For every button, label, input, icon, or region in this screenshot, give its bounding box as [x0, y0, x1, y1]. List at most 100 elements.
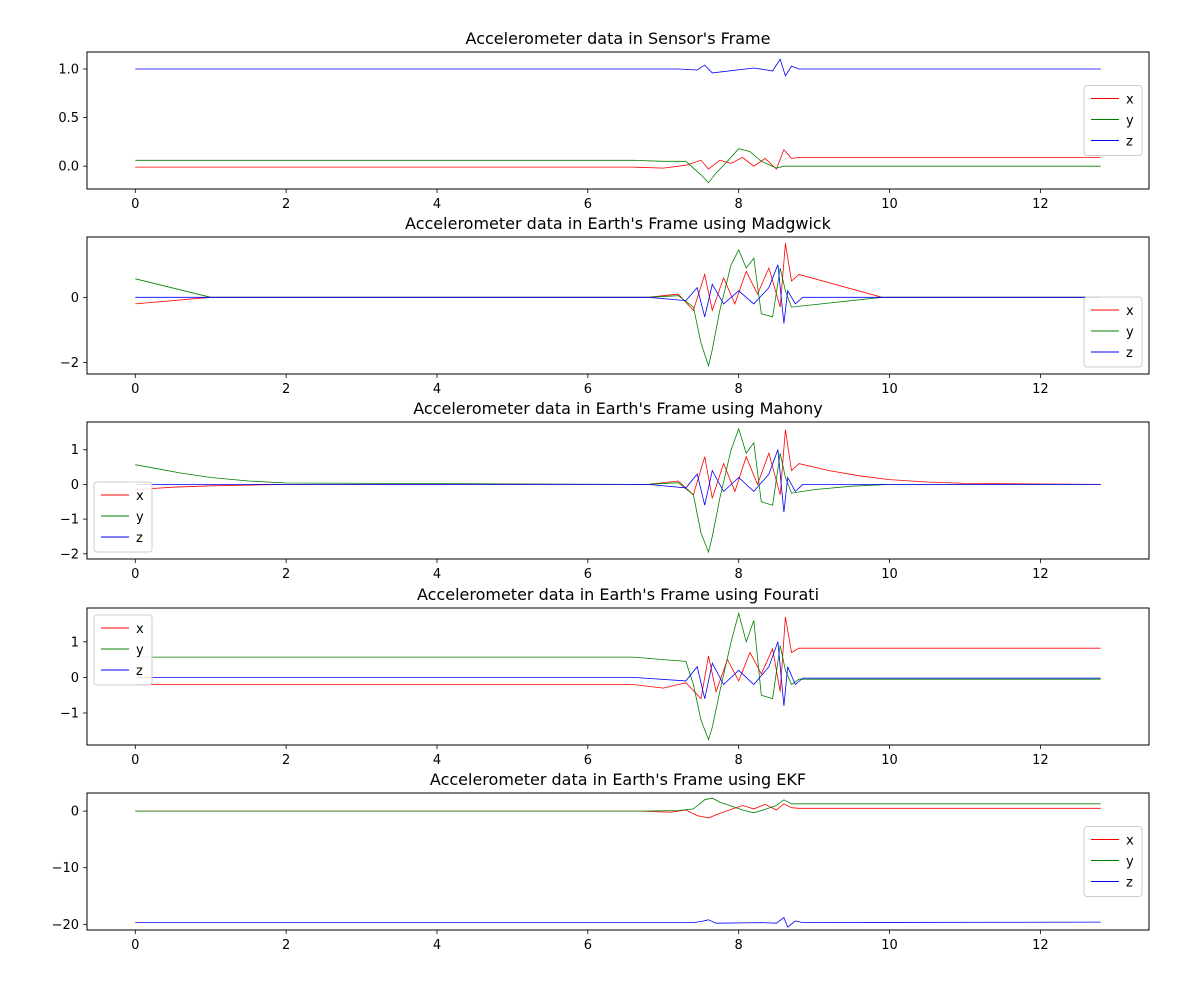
subplot-2: Accelerometer data in Earth's Frame usin… [60, 214, 1150, 397]
subplot-5: Accelerometer data in Earth's Frame usin… [52, 770, 1150, 953]
legend-label-x: x [1126, 304, 1134, 319]
series-line-x [135, 243, 1101, 312]
x-tick-label: 2 [282, 382, 290, 397]
y-tick-label: 1.0 [58, 63, 79, 78]
x-tick-label: 12 [1032, 197, 1049, 212]
legend-label-y: y [1126, 325, 1134, 340]
x-tick-label: 6 [584, 753, 592, 768]
x-tick-label: 12 [1032, 753, 1049, 768]
x-tick-label: 0 [131, 567, 139, 582]
legend-label-z: z [136, 531, 143, 546]
x-tick-label: 4 [433, 382, 441, 397]
series-line-z [135, 916, 1101, 928]
subplot-title: Accelerometer data in Sensor's Frame [466, 29, 771, 48]
axes-frame [86, 607, 1150, 746]
legend-box [1083, 85, 1143, 156]
series-line-z [135, 641, 1101, 706]
subplot-title: Accelerometer data in Earth's Frame usin… [417, 585, 819, 604]
x-tick-label: 4 [433, 567, 441, 582]
y-tick-label: −1 [60, 513, 79, 528]
y-tick-label: 0 [71, 291, 79, 306]
legend-box [1083, 296, 1143, 368]
x-tick-label: 2 [282, 938, 290, 953]
axes-frame [86, 792, 1150, 931]
x-tick-label: 8 [735, 753, 743, 768]
legend: xyz [93, 614, 153, 686]
y-tick-label: 1 [71, 443, 79, 458]
y-tick-label: −2 [60, 356, 79, 371]
y-tick-label: −10 [52, 861, 79, 876]
x-tick-label: 10 [881, 382, 898, 397]
x-tick-label: 8 [735, 197, 743, 212]
subplot-title: Accelerometer data in Earth's Frame usin… [430, 770, 806, 789]
legend-label-x: x [136, 622, 144, 637]
legend-label-x: x [1126, 93, 1134, 108]
x-tick-label: 10 [881, 567, 898, 582]
subplot-title: Accelerometer data in Earth's Frame usin… [413, 399, 823, 418]
subplot-1: Accelerometer data in Sensor's Frame 0 2 4 6… [58, 29, 1150, 212]
legend: xyz [1083, 85, 1143, 156]
legend-label-y: y [1126, 114, 1134, 129]
x-tick-label: 12 [1032, 567, 1049, 582]
legend-label-x: x [136, 489, 144, 504]
x-tick-label: 6 [584, 567, 592, 582]
legend-box [1083, 826, 1143, 897]
series-line-z [135, 264, 1101, 324]
axes-frame [86, 51, 1150, 190]
series-line-y [135, 427, 1101, 554]
y-tick-label: −2 [60, 547, 79, 562]
series-line-x [135, 429, 1101, 499]
series-line-x [135, 616, 1101, 700]
axes-frame [86, 421, 1150, 560]
axes-frame [86, 236, 1150, 375]
x-tick-label: 4 [433, 197, 441, 212]
legend-label-z: z [136, 664, 143, 679]
series-line-y [135, 148, 1101, 184]
subplot-title: Accelerometer data in Earth's Frame usin… [405, 214, 832, 233]
series-line-y [135, 797, 1101, 814]
x-tick-label: 12 [1032, 382, 1049, 397]
legend-box [93, 481, 153, 553]
x-tick-label: 0 [131, 197, 139, 212]
x-tick-label: 0 [131, 382, 139, 397]
y-tick-label: 0 [71, 805, 79, 820]
legend-label-z: z [1126, 876, 1133, 891]
legend-label-z: z [1126, 135, 1133, 150]
legend: xyz [93, 481, 153, 553]
x-tick-label: 8 [735, 382, 743, 397]
x-tick-label: 4 [433, 938, 441, 953]
series-line-x [135, 148, 1101, 170]
y-tick-label: 0 [71, 671, 79, 686]
x-tick-label: 6 [584, 382, 592, 397]
x-tick-label: 4 [433, 753, 441, 768]
legend-label-y: y [1126, 855, 1134, 870]
x-tick-label: 10 [881, 938, 898, 953]
x-tick-label: 8 [735, 938, 743, 953]
x-tick-label: 8 [735, 567, 743, 582]
series-line-y [135, 249, 1101, 368]
y-tick-label: 0 [71, 478, 79, 493]
x-tick-label: 2 [282, 197, 290, 212]
series-line-z [135, 449, 1101, 513]
x-tick-label: 6 [584, 197, 592, 212]
x-tick-label: 10 [881, 753, 898, 768]
y-tick-label: 0.0 [58, 160, 79, 175]
legend-label-z: z [1126, 346, 1133, 361]
x-tick-label: 2 [282, 567, 290, 582]
x-tick-label: 12 [1032, 938, 1049, 953]
series-line-x [135, 803, 1101, 819]
x-tick-label: 10 [881, 197, 898, 212]
legend: xyz [1083, 296, 1143, 368]
legend-label-x: x [1126, 834, 1134, 849]
legend: xyz [1083, 826, 1143, 897]
y-tick-label: −20 [52, 918, 79, 933]
y-tick-label: 0.5 [58, 111, 79, 126]
y-tick-label: −1 [60, 706, 79, 721]
x-tick-label: 0 [131, 753, 139, 768]
x-tick-label: 6 [584, 938, 592, 953]
series-line-y [135, 611, 1101, 741]
series-line-z [135, 58, 1101, 77]
x-tick-label: 0 [131, 938, 139, 953]
y-tick-label: 1 [71, 635, 79, 650]
